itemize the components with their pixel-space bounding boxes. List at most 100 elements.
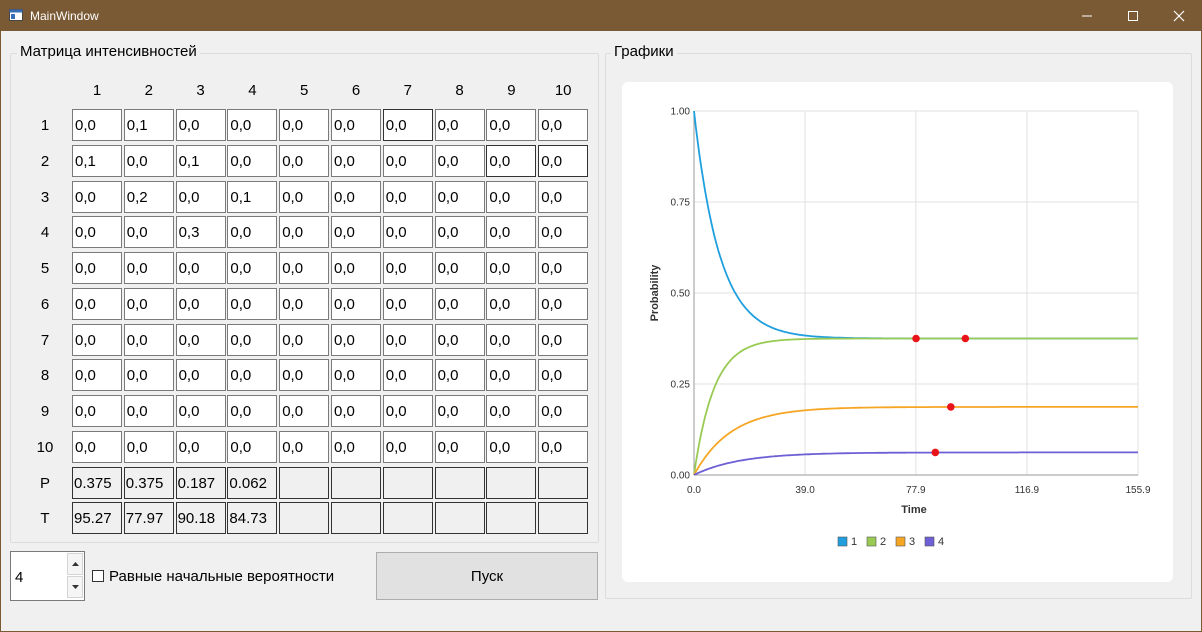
matrix-cell[interactable]: 0,0 [279, 109, 330, 141]
matrix-cell[interactable]: 0,0 [227, 287, 278, 320]
matrix-cell[interactable]: 0,0 [175, 323, 226, 356]
matrix-cell[interactable]: 0,0 [279, 144, 330, 177]
matrix-cell[interactable]: 0,0 [331, 323, 381, 356]
matrix-cell[interactable]: 0,0 [382, 252, 433, 284]
matrix-cell[interactable]: 0,0 [331, 144, 381, 177]
matrix-cell[interactable]: 0,2 [123, 180, 174, 213]
matrix-cell[interactable]: 0,0 [123, 323, 174, 356]
matrix-cell[interactable]: 0,0 [227, 359, 278, 392]
matrix-cell[interactable]: 0,0 [123, 287, 174, 320]
spin-down-button[interactable] [67, 576, 83, 598]
matrix-cell[interactable]: 0,0 [486, 395, 537, 427]
matrix-cell[interactable]: 0,0 [538, 216, 589, 249]
matrix-cell[interactable]: 0,1 [123, 109, 174, 141]
equal-probabilities-checkbox[interactable] [92, 570, 104, 582]
maximize-button[interactable] [1110, 0, 1156, 31]
matrix-cell[interactable]: 0,0 [538, 430, 589, 463]
matrix-cell[interactable]: 0,0 [279, 180, 330, 213]
matrix-cell[interactable]: 0,0 [382, 180, 433, 213]
matrix-cell[interactable]: 0,0 [382, 359, 433, 392]
matrix-cell[interactable]: 0,0 [538, 144, 589, 177]
matrix-cell[interactable]: 0,0 [538, 395, 589, 427]
matrix-cell[interactable]: 0,0 [538, 323, 589, 356]
matrix-cell[interactable]: 0,0 [123, 216, 174, 249]
matrix-cell[interactable]: 0,0 [538, 180, 589, 213]
matrix-cell[interactable]: 0,0 [382, 109, 433, 141]
matrix-cell[interactable]: 0,0 [123, 430, 174, 463]
matrix-cell[interactable]: 0,0 [227, 252, 278, 284]
matrix-cell[interactable]: 0,0 [486, 109, 537, 141]
matrix-cell[interactable]: 0,0 [434, 430, 485, 463]
matrix-cell[interactable]: 0,0 [123, 144, 174, 177]
matrix-cell[interactable]: 0,3 [175, 216, 226, 249]
state-count-spinbox[interactable]: 4 [10, 551, 85, 601]
matrix-cell[interactable]: 0,0 [72, 287, 122, 320]
matrix-cell[interactable]: 0,0 [538, 359, 589, 392]
matrix-cell[interactable]: 0,0 [72, 430, 122, 463]
spin-up-button[interactable] [67, 553, 83, 575]
matrix-cell[interactable]: 0,0 [538, 252, 589, 284]
matrix-cell[interactable]: 0,0 [331, 359, 381, 392]
minimize-button[interactable] [1064, 0, 1110, 31]
matrix-cell[interactable]: 0,0 [227, 144, 278, 177]
close-button[interactable] [1156, 0, 1202, 31]
matrix-cell[interactable]: 0,1 [227, 180, 278, 213]
matrix-cell[interactable]: 0,0 [279, 395, 330, 427]
matrix-cell[interactable]: 0,0 [72, 109, 122, 141]
matrix-cell[interactable]: 0,0 [434, 216, 485, 249]
matrix-cell[interactable]: 0,0 [434, 109, 485, 141]
matrix-cell[interactable]: 0,0 [175, 180, 226, 213]
matrix-cell[interactable]: 0,0 [227, 323, 278, 356]
matrix-cell[interactable]: 0,0 [279, 430, 330, 463]
matrix-cell[interactable]: 0,0 [434, 287, 485, 320]
matrix-cell[interactable]: 0,0 [175, 359, 226, 392]
matrix-cell[interactable]: 0,1 [72, 144, 122, 177]
matrix-cell[interactable]: 0,0 [175, 430, 226, 463]
matrix-cell[interactable]: 0,0 [382, 395, 433, 427]
matrix-cell[interactable]: 0,0 [331, 287, 381, 320]
matrix-cell[interactable]: 0,0 [486, 323, 537, 356]
matrix-cell[interactable]: 0,0 [434, 323, 485, 356]
matrix-cell[interactable]: 0,0 [72, 323, 122, 356]
matrix-cell[interactable]: 0,0 [486, 180, 537, 213]
matrix-cell[interactable]: 0,0 [175, 252, 226, 284]
equal-probabilities-label[interactable]: Равные начальные вероятности [109, 568, 335, 585]
matrix-cell[interactable]: 0,0 [227, 216, 278, 249]
matrix-cell[interactable]: 0,0 [72, 252, 122, 284]
matrix-cell[interactable]: 0,0 [382, 287, 433, 320]
matrix-cell[interactable]: 0,0 [279, 287, 330, 320]
matrix-cell[interactable]: 0,0 [72, 359, 122, 392]
matrix-cell[interactable]: 0,0 [486, 359, 537, 392]
matrix-cell[interactable]: 0,0 [123, 252, 174, 284]
matrix-cell[interactable]: 0,0 [227, 109, 278, 141]
matrix-cell[interactable]: 0,0 [72, 216, 122, 249]
matrix-cell[interactable]: 0,0 [227, 430, 278, 463]
matrix-cell[interactable]: 0,0 [331, 180, 381, 213]
matrix-cell[interactable]: 0,0 [279, 252, 330, 284]
matrix-cell[interactable]: 0,0 [382, 144, 433, 177]
matrix-cell[interactable]: 0,0 [331, 395, 381, 427]
matrix-cell[interactable]: 0,0 [434, 144, 485, 177]
matrix-cell[interactable]: 0,0 [434, 395, 485, 427]
matrix-cell[interactable]: 0,0 [331, 430, 381, 463]
matrix-cell[interactable]: 0,0 [486, 144, 537, 177]
matrix-cell[interactable]: 0,0 [382, 216, 433, 249]
matrix-cell[interactable]: 0,1 [175, 144, 226, 177]
matrix-cell[interactable]: 0,0 [382, 323, 433, 356]
matrix-cell[interactable]: 0,0 [331, 109, 381, 141]
matrix-cell[interactable]: 0,0 [434, 180, 485, 213]
matrix-cell[interactable]: 0,0 [227, 395, 278, 427]
matrix-cell[interactable]: 0,0 [279, 216, 330, 249]
matrix-cell[interactable]: 0,0 [331, 216, 381, 249]
matrix-cell[interactable]: 0,0 [279, 323, 330, 356]
matrix-cell[interactable]: 0,0 [382, 430, 433, 463]
matrix-cell[interactable]: 0,0 [175, 287, 226, 320]
matrix-cell[interactable]: 0,0 [72, 180, 122, 213]
matrix-cell[interactable]: 0,0 [72, 395, 122, 427]
matrix-cell[interactable]: 0,0 [123, 395, 174, 427]
matrix-cell[interactable]: 0,0 [538, 109, 589, 141]
matrix-cell[interactable]: 0,0 [434, 252, 485, 284]
matrix-cell[interactable]: 0,0 [175, 395, 226, 427]
matrix-cell[interactable]: 0,0 [486, 287, 537, 320]
matrix-cell[interactable]: 0,0 [434, 359, 485, 392]
